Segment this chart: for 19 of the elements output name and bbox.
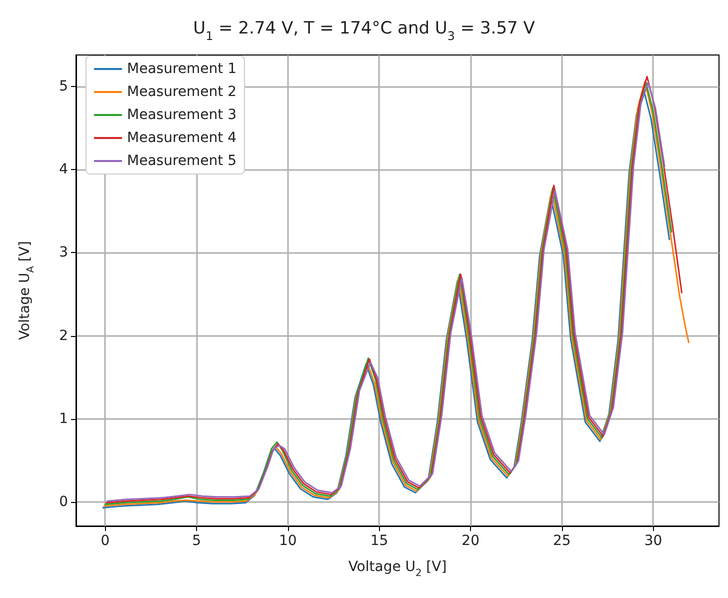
x-tick-label: 20 <box>462 533 480 549</box>
y-tick-label: 1 <box>59 410 68 427</box>
y-tick-label: 5 <box>59 78 68 95</box>
x-tick-label: 15 <box>370 533 388 549</box>
legend-label: Measurement 1 <box>127 61 236 77</box>
y-tick-label: 2 <box>59 328 68 344</box>
x-tick-label: 30 <box>644 533 662 549</box>
legend-label: Measurement 5 <box>127 153 236 169</box>
y-tick-label: 0 <box>59 494 68 510</box>
y-tick-label: 3 <box>59 244 68 261</box>
x-tick-label: 5 <box>192 533 202 549</box>
legend-label: Measurement 2 <box>127 84 236 100</box>
x-tick-label: 25 <box>552 533 571 549</box>
y-axis-title: Voltage UA [V] <box>16 241 36 340</box>
y-tick-label: 4 <box>59 162 68 178</box>
x-tick-label: 10 <box>278 533 297 549</box>
legend-label: Measurement 4 <box>127 130 237 146</box>
x-tick-label: 0 <box>100 533 110 549</box>
legend-label: Measurement 3 <box>127 107 236 123</box>
